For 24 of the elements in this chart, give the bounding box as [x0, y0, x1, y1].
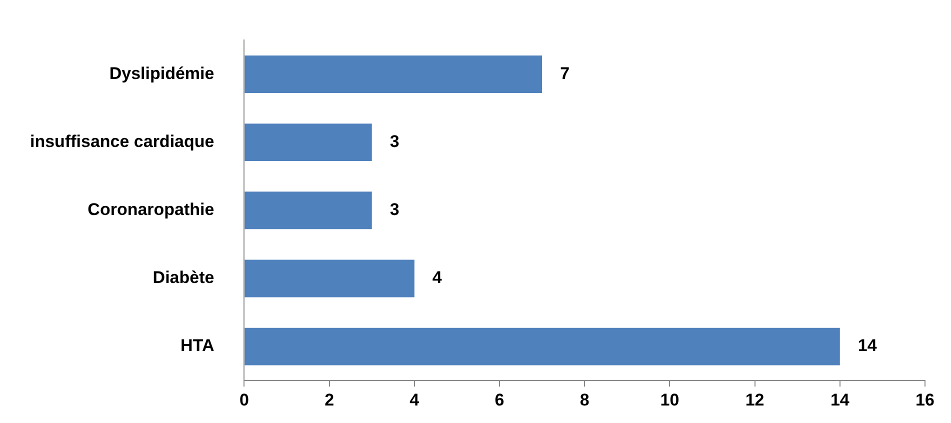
x-tick-label: 4 — [410, 390, 420, 410]
x-tick-label: 14 — [830, 390, 850, 410]
x-tick-label: 6 — [494, 390, 504, 410]
x-tick-label: 16 — [916, 390, 934, 410]
data-label: 14 — [858, 336, 878, 356]
bar — [244, 328, 840, 366]
bar — [244, 192, 372, 230]
data-label: 3 — [390, 132, 400, 152]
data-label: 4 — [432, 268, 442, 288]
x-tick-label: 2 — [324, 390, 334, 410]
x-tick-label: 8 — [580, 390, 590, 410]
bar — [244, 260, 414, 298]
x-tick-label: 10 — [660, 390, 680, 410]
x-tick-label: 0 — [239, 390, 249, 410]
bar — [244, 56, 542, 93]
data-label: 7 — [560, 64, 570, 83]
y-tick-label: Coronaropathie — [88, 200, 214, 220]
y-tick-label: Diabète — [152, 268, 214, 288]
y-tick-label: HTA — [180, 336, 214, 356]
y-tick-label: Dyslipidémie — [109, 64, 214, 83]
data-label: 3 — [390, 200, 400, 220]
bar — [244, 124, 372, 162]
y-tick-label: insuffisance cardiaque — [30, 132, 214, 152]
x-tick-label: 12 — [745, 390, 764, 410]
